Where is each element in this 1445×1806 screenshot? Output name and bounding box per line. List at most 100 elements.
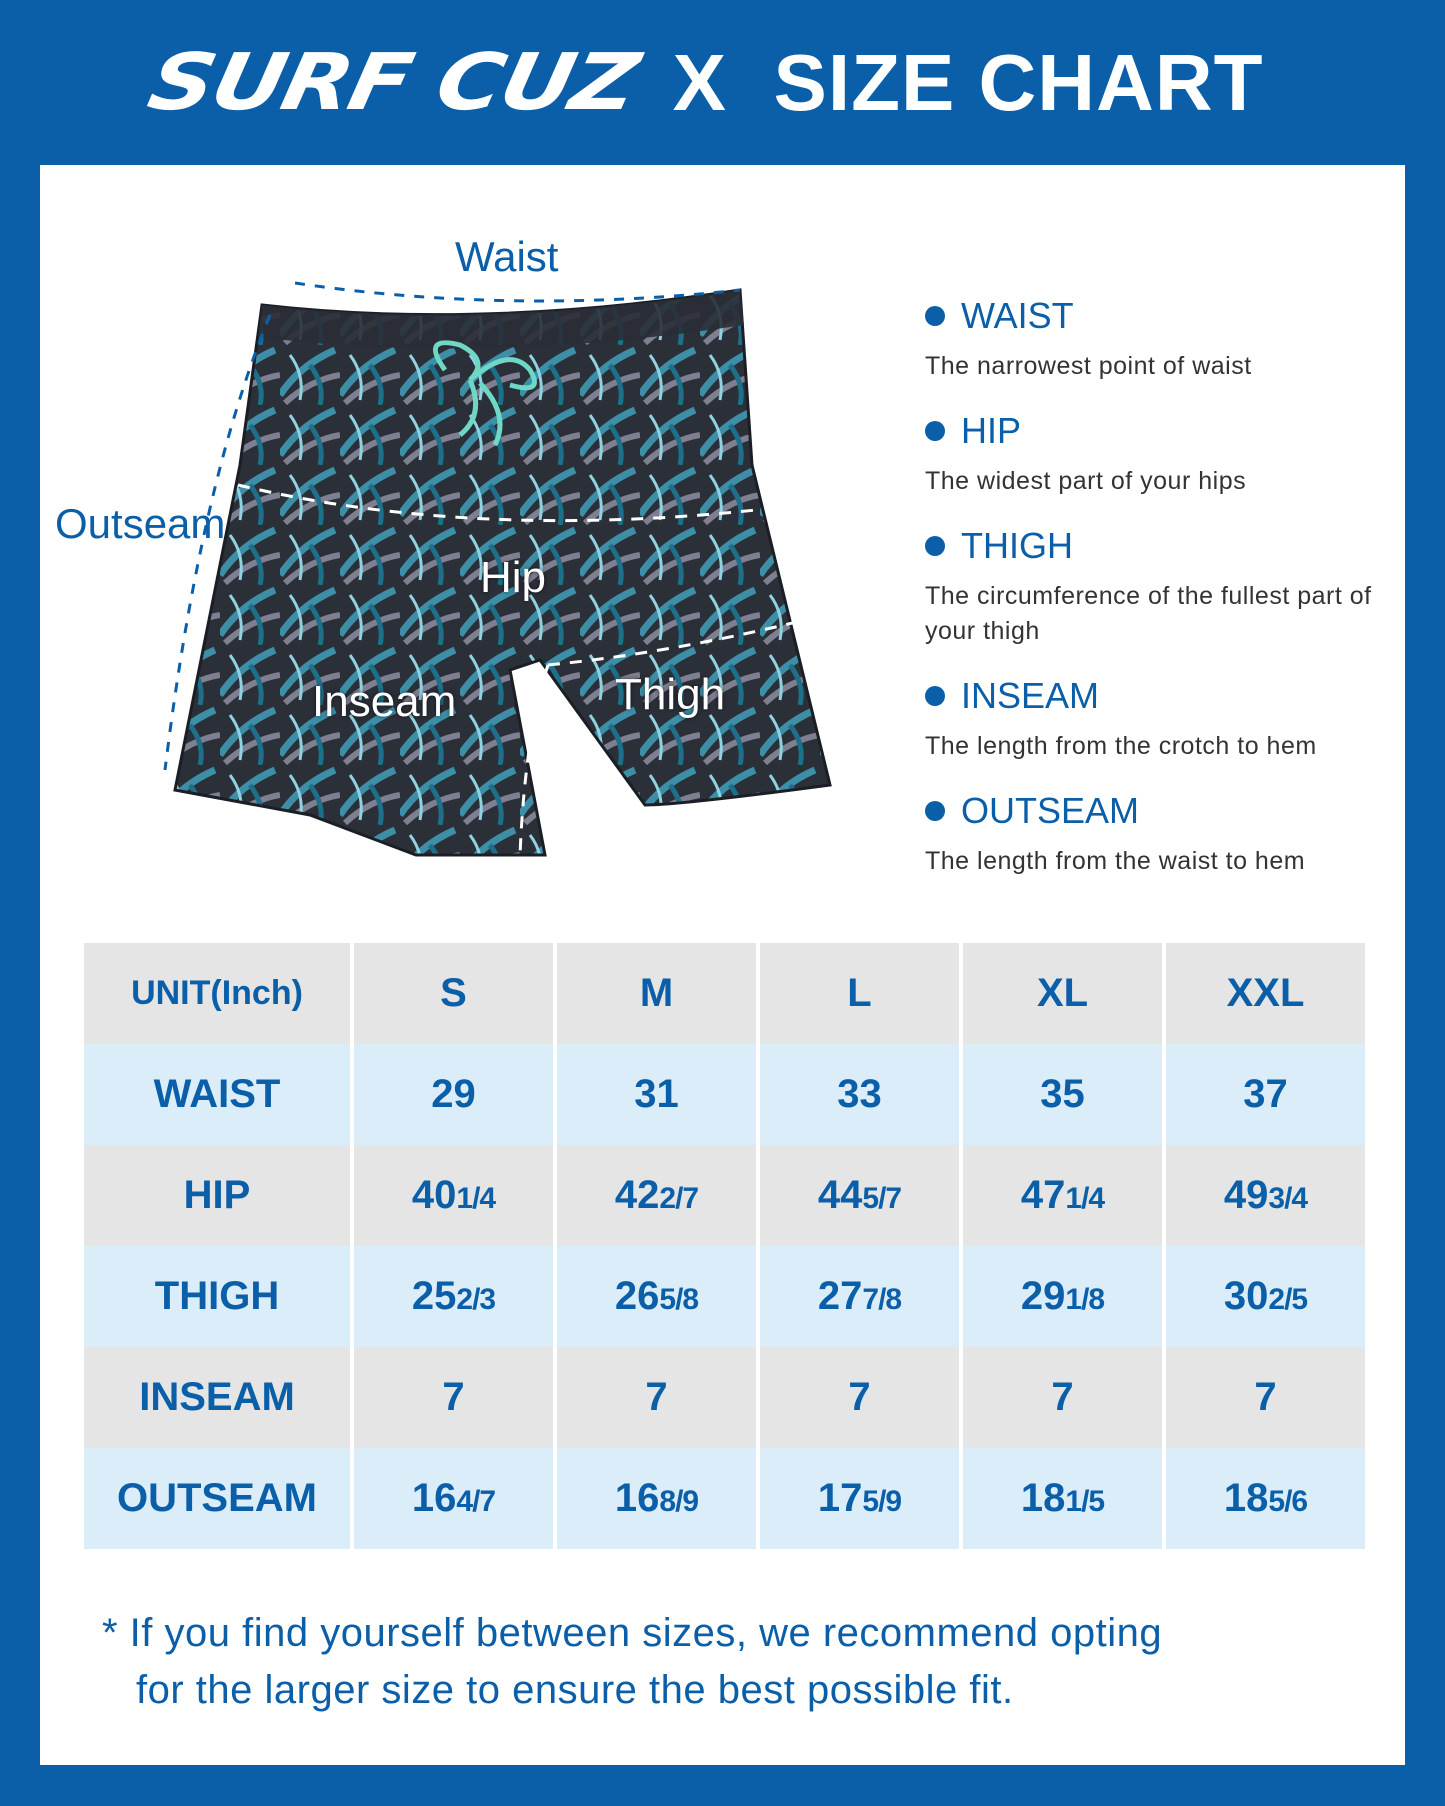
table-cell: 265/8 [557,1246,756,1347]
table-row: OUTSEAM 164/7 168/9 175/9 181/5 185/6 [84,1448,1365,1549]
unit-header: UNIT(Inch) [84,943,350,1044]
table-cell: 291/8 [963,1246,1162,1347]
legend-desc: The length from the crotch to hem [925,732,1317,760]
table-row: THIGH 252/3 265/8 277/8 291/8 302/5 [84,1246,1365,1347]
legend-desc: The length from the waist to hem [925,847,1306,875]
size-table: UNIT(Inch) S M L XL XXL WAIST 29 31 33 3… [80,943,1369,1549]
waist-label: Waist [455,233,559,280]
cell-fraction: 2/5 [1268,1283,1308,1316]
cell-whole: 44 [817,1173,863,1217]
cell-whole: 17 [817,1476,863,1520]
row-label: HIP [84,1145,350,1246]
cell-whole: 18 [1223,1476,1269,1520]
cell-whole: 7 [848,1375,871,1419]
cell-whole: 29 [1020,1274,1066,1318]
cell-whole: 37 [1243,1072,1288,1116]
cell-fraction: 1/8 [1065,1283,1105,1316]
table-cell: 33 [760,1044,959,1145]
table-cell: 35 [963,1044,1162,1145]
cell-whole: 27 [817,1274,863,1318]
cell-whole: 26 [614,1274,660,1318]
cell-whole: 18 [1020,1476,1066,1520]
cell-whole: 7 [1254,1375,1277,1419]
size-header: S [354,943,553,1044]
shorts-illustration [163,281,832,857]
table-cell: 401/4 [354,1145,553,1246]
legend-item-hip: HIP The widest part of your hips [925,410,1405,499]
cell-whole: 35 [1040,1072,1085,1116]
legend-title: OUTSEAM [961,790,1140,831]
legend-title: THIGH [961,525,1073,566]
table-cell: 302/5 [1166,1246,1365,1347]
cell-whole: 16 [614,1476,660,1520]
cell-whole: 49 [1223,1173,1269,1217]
cell-fraction: 3/4 [1268,1182,1308,1215]
table-cell: 7 [760,1347,959,1448]
cell-fraction: 4/7 [456,1485,496,1518]
row-label: OUTSEAM [84,1448,350,1549]
legend-item-inseam: INSEAM The length from the crotch to hem [925,675,1405,764]
table-cell: 493/4 [1166,1145,1365,1246]
table-cell: 185/6 [1166,1448,1365,1549]
title-text: SIZE CHART [773,37,1264,127]
fit-note: * If you find yourself between sizes, we… [102,1605,1162,1719]
cell-fraction: 7/8 [862,1283,902,1316]
size-header: L [760,943,959,1044]
cell-fraction: 1/5 [1065,1485,1105,1518]
table-cell: 37 [1166,1044,1365,1145]
table-cell: 445/7 [760,1145,959,1246]
table-cell: 252/3 [354,1246,553,1347]
bullet-icon [925,421,945,441]
table-cell: 168/9 [557,1448,756,1549]
cell-fraction: 1/4 [1065,1182,1105,1215]
legend-desc: The circumference of the fullest part of… [925,582,1372,645]
cell-whole: 29 [431,1072,476,1116]
cell-whole: 7 [442,1375,465,1419]
outseam-label: Outseam [55,500,226,547]
table-cell: 31 [557,1044,756,1145]
bullet-icon [925,536,945,556]
table-header-row: UNIT(Inch) S M L XL XXL [84,943,1365,1044]
table-cell: 422/7 [557,1145,756,1246]
brand-logo: SURF CUZ [140,37,644,128]
cell-fraction: 5/8 [659,1283,699,1316]
table-cell: 277/8 [760,1246,959,1347]
row-label: WAIST [84,1044,350,1145]
cell-fraction: 8/9 [659,1485,699,1518]
content-panel: Waist Outseam Hip Inseam Thigh WAIST The… [40,165,1405,1765]
cell-whole: 40 [411,1173,457,1217]
size-header: XXL [1166,943,1365,1044]
bullet-icon [925,686,945,706]
size-header: XL [963,943,1162,1044]
table-row: INSEAM 7 7 7 7 7 [84,1347,1365,1448]
row-label: THIGH [84,1246,350,1347]
table-row: WAIST 29 31 33 35 37 [84,1044,1365,1145]
table-cell: 7 [557,1347,756,1448]
table-cell: 29 [354,1044,553,1145]
table-cell: 471/4 [963,1145,1162,1246]
table-row: HIP 401/4 422/7 445/7 471/4 493/4 [84,1145,1365,1246]
hip-label: Hip [480,553,547,602]
cell-fraction: 2/7 [659,1182,699,1215]
cell-fraction: 1/4 [456,1182,496,1215]
legend-desc: The widest part of your hips [925,467,1247,495]
title-x: X [672,37,728,127]
inseam-label: Inseam [312,677,457,726]
note-line-2: for the larger size to ensure the best p… [136,1668,1014,1712]
legend-title: WAIST [961,295,1074,336]
thigh-label: Thigh [615,670,726,719]
legend-item-outseam: OUTSEAM The length from the waist to hem [925,790,1405,879]
cell-whole: 25 [411,1274,457,1318]
table-cell: 7 [963,1347,1162,1448]
legend-item-waist: WAIST The narrowest point of waist [925,295,1405,384]
cell-whole: 47 [1020,1173,1066,1217]
cell-fraction: 2/3 [456,1283,496,1316]
cell-whole: 33 [837,1072,882,1116]
table-cell: 7 [1166,1347,1365,1448]
table-cell: 181/5 [963,1448,1162,1549]
bullet-icon [925,801,945,821]
header: SURF CUZ X SIZE CHART [0,0,1445,165]
cell-fraction: 5/9 [862,1485,902,1518]
cell-whole: 7 [645,1375,668,1419]
measurement-legend: WAIST The narrowest point of waist HIP T… [925,295,1405,905]
